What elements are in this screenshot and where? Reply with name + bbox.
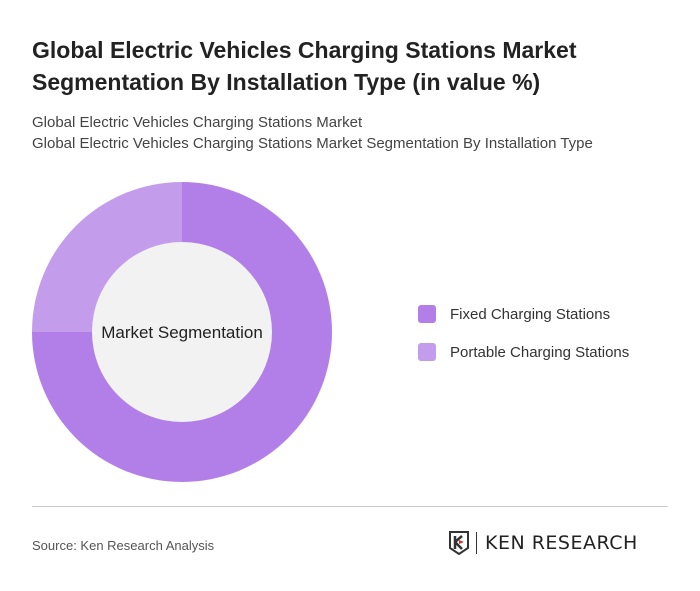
center-label: Market Segmentation	[101, 323, 263, 342]
ken-logo-icon	[449, 531, 469, 555]
legend-label-fixed: Fixed Charging Stations	[450, 305, 611, 323]
logo-text: KEN RESEARCH	[485, 532, 638, 554]
subtitle-market: Global Electric Vehicles Charging Statio…	[32, 114, 363, 131]
legend-swatch-fixed	[418, 305, 436, 323]
ken-research-logo: KEN RESEARCH	[448, 531, 638, 555]
source-note: Source: Ken Research Analysis	[32, 538, 215, 553]
legend-label-portable: Portable Charging Stations	[450, 343, 630, 361]
legend-item-portable: Portable Charging Stations	[418, 343, 629, 361]
legend-item-fixed: Fixed Charging Stations	[418, 305, 610, 323]
legend-swatch-portable	[418, 343, 436, 361]
subtitle-segmentation: Global Electric Vehicles Charging Statio…	[32, 135, 593, 152]
donut-center	[92, 242, 272, 422]
chart-title: Global Electric Vehicles Charging Statio…	[32, 37, 577, 95]
divider	[32, 506, 668, 507]
